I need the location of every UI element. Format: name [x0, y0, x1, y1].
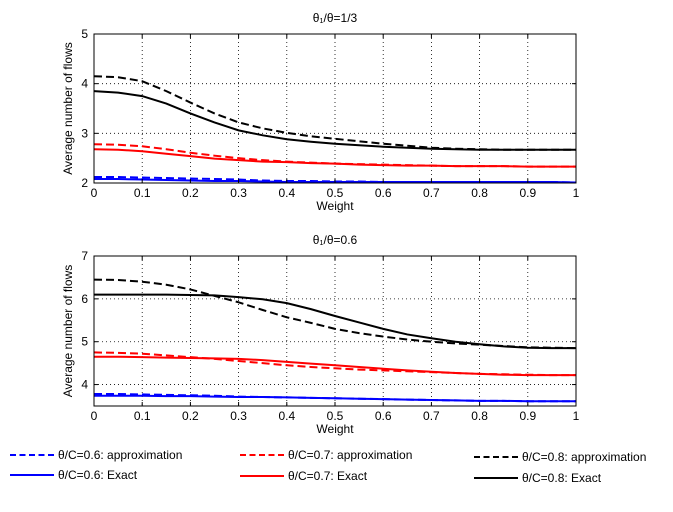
plot-area: [94, 34, 576, 183]
x-tick-label: 0.8: [471, 409, 488, 423]
x-tick-label: 0.6: [375, 186, 392, 200]
series-line-2: [94, 394, 576, 403]
x-axis-label: Weight: [316, 199, 354, 213]
x-tick-label: 0.9: [519, 409, 536, 423]
y-tick-label: 6: [81, 292, 88, 306]
x-tick-label: 1: [573, 409, 580, 423]
x-tick-label: 0.2: [182, 409, 199, 423]
legend-label: θ/C=0.6: approximation: [58, 448, 183, 462]
legend-swatch: [240, 454, 284, 456]
legend-label: θ/C=0.7: Exact: [288, 469, 368, 483]
x-tick-label: 0.5: [327, 186, 344, 200]
chart-title: θ₁/θ=0.6: [313, 233, 358, 247]
series-line-4: [93, 148, 576, 168]
y-tick-label: 5: [81, 335, 88, 349]
x-tick-label: 0.1: [134, 186, 151, 200]
legend: θ/C=0.6: approximation θ/C=0.6: Exact θ/C=…: [0, 440, 673, 512]
x-tick-label: 0.6: [375, 409, 392, 423]
legend-swatch: [474, 456, 518, 458]
legend-swatch: [10, 474, 54, 476]
y-tick-label: 7: [81, 249, 88, 263]
x-axis-label: Weight: [316, 422, 354, 436]
legend-item: θ/C=0.8: Exact: [474, 471, 601, 485]
x-tick-label: 0.8: [471, 186, 488, 200]
legend-item: θ/C=0.8: approximation: [474, 450, 646, 464]
chart-panel-2: 0 0.1 0.2 0.3 0.4 0.5 0.6 0.7 0.8 0.9 1 4 5 6 7 θ₁/θ=0.…: [61, 233, 580, 436]
y-axis-label: Average number of flows: [61, 265, 75, 398]
legend-item: θ/C=0.6: Exact: [10, 468, 137, 482]
plot-area: [94, 256, 576, 406]
legend-swatch: [10, 454, 54, 456]
x-tick-label: 0.5: [327, 409, 344, 423]
legend-label: θ/C=0.6: Exact: [58, 468, 138, 482]
legend-swatch: [474, 477, 518, 479]
x-tick-label: 0.2: [182, 186, 199, 200]
series-line-6: [93, 90, 576, 151]
chart-title: θ₁/θ=1/3: [313, 11, 358, 25]
x-tick-label: 1: [573, 186, 580, 200]
y-axis-label: Average number of flows: [61, 42, 75, 175]
y-tick-label: 2: [81, 176, 88, 190]
x-tick-label: 0.7: [423, 186, 440, 200]
legend-label: θ/C=0.8: approximation: [522, 450, 647, 464]
legend-item: θ/C=0.7: approximation: [240, 448, 412, 462]
x-tick-label: 0.3: [230, 186, 247, 200]
x-tick-label: 0: [91, 186, 98, 200]
series-line-6: [94, 293, 576, 350]
y-tick-label: 4: [81, 77, 88, 91]
x-tick-label: 0.4: [278, 409, 295, 423]
x-tick-label: 0.1: [134, 409, 151, 423]
legend-item: θ/C=0.7: Exact: [240, 469, 367, 483]
y-tick-label: 5: [81, 27, 88, 41]
x-tick-label: 0.7: [423, 409, 440, 423]
series-line-4: [94, 355, 576, 377]
x-tick-label: 0: [91, 409, 98, 423]
legend-label: θ/C=0.7: approximation: [288, 448, 413, 462]
y-tick-label: 3: [81, 126, 88, 140]
y-tick-label: 4: [81, 378, 88, 392]
chart-panel-1: 0 0.1 0.2 0.3 0.4 0.5 0.6 0.7 0.8 0.9 1 2 3 4 5 θ₁/θ=1/…: [61, 11, 580, 213]
legend-item: θ/C=0.6: approximation: [10, 448, 182, 462]
legend-label: θ/C=0.8: Exact: [522, 471, 602, 485]
x-tick-label: 0.9: [519, 186, 536, 200]
x-tick-label: 0.3: [230, 409, 247, 423]
x-tick-label: 0.4: [278, 186, 295, 200]
legend-swatch: [240, 475, 284, 477]
